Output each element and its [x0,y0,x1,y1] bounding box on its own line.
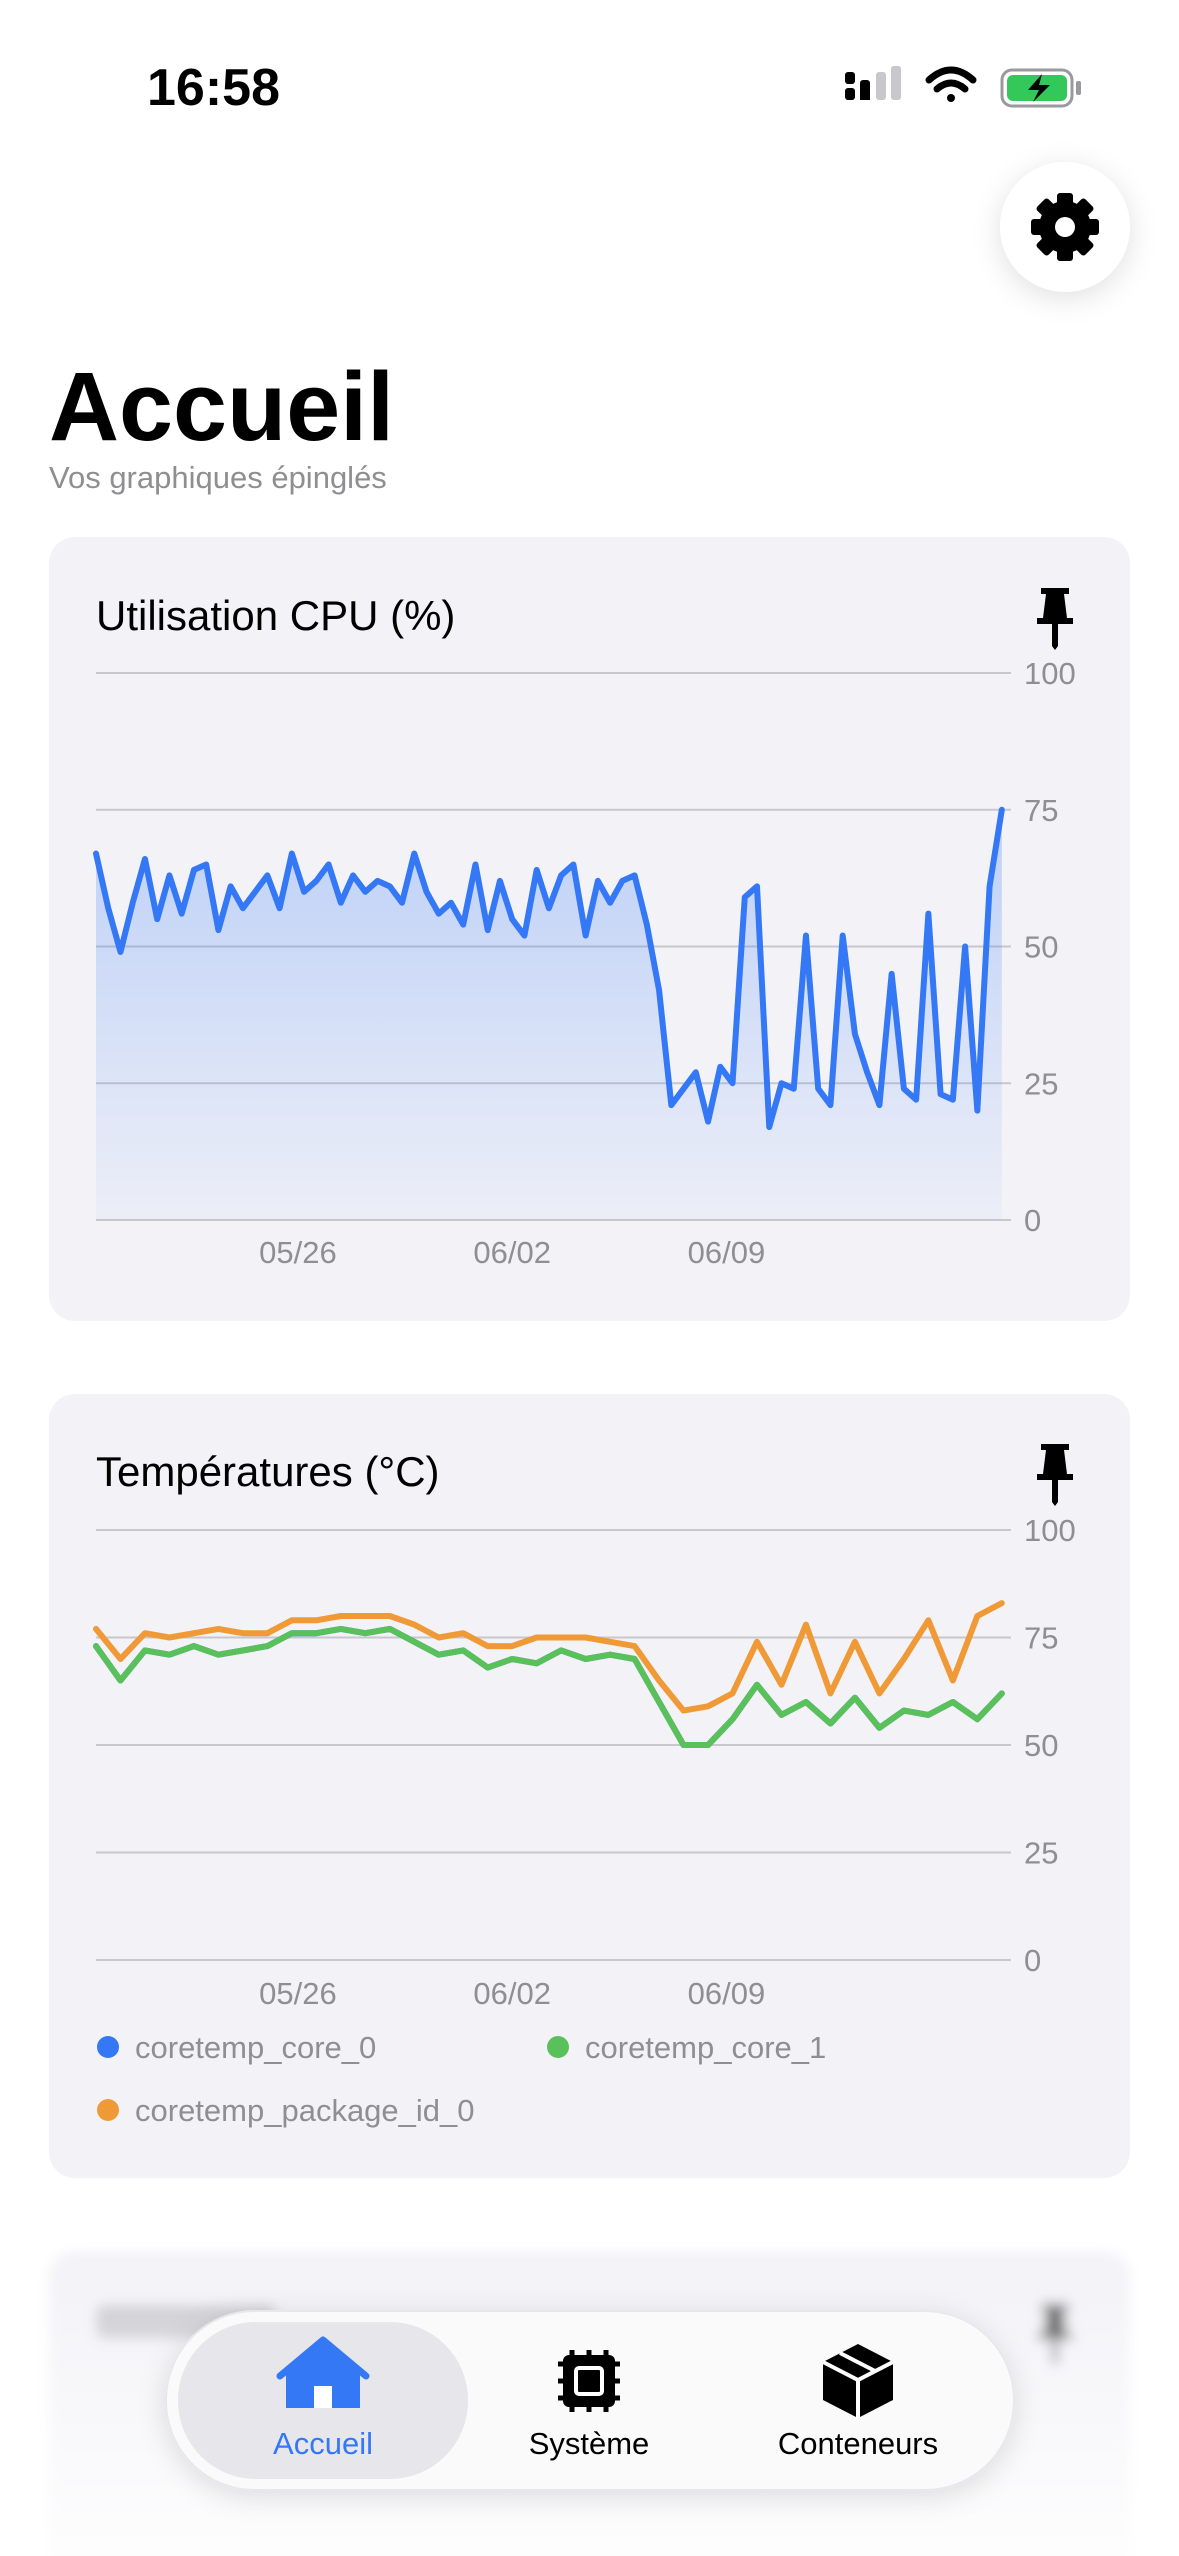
chart-card [49,1394,1130,2178]
pin-button[interactable] [1037,588,1073,650]
legend-swatch [97,2099,119,2121]
legend-swatch [97,2036,119,2058]
signal-icon [845,66,901,100]
y-tick-label: 25 [1024,1836,1058,1871]
y-tick-label: 50 [1024,1728,1058,1763]
x-tick-label: 06/09 [688,1976,766,2011]
y-tick-label: 75 [1024,793,1058,828]
x-tick-label: 05/26 [259,1976,337,2011]
legend-label: coretemp_core_0 [135,2030,376,2065]
y-tick-label: 0 [1024,1943,1041,1978]
x-tick-label: 05/26 [259,1235,337,1270]
line [93,1600,1005,1714]
x-tick-label: 06/02 [473,1235,551,1270]
chart-title: Utilisation CPU (%) [96,592,455,639]
tab-system[interactable]: Système [529,2350,650,2461]
pin-button[interactable] [1037,1444,1073,1506]
y-tick-label: 50 [1024,930,1058,965]
legend-label: coretemp_package_id_0 [135,2093,475,2128]
tab-label: Système [529,2426,650,2461]
legend-swatch [547,2036,569,2058]
y-tick-label: 100 [1024,656,1076,691]
line [93,1625,1005,1748]
y-tick-label: 25 [1024,1066,1058,1101]
tab-label: Accueil [273,2426,373,2461]
settings-button[interactable] [1000,162,1130,292]
line [93,806,1005,1131]
wifi-icon [925,66,977,102]
y-tick-label: 0 [1024,1203,1041,1238]
tab-containers[interactable]: Conteneurs [778,2344,938,2461]
y-tick-label: 100 [1024,1513,1076,1548]
page-subtitle: Vos graphiques épinglés [49,460,387,495]
battery-icon [1000,68,1081,108]
x-tick-label: 06/02 [473,1976,551,2011]
tab-home[interactable]: Accueil [273,2336,373,2461]
status-time: 16:58 [147,59,280,117]
chart-title: Températures (°C) [96,1448,440,1495]
x-tick-label: 06/09 [688,1235,766,1270]
legend-label: coretemp_core_1 [585,2030,826,2065]
plot: 0 25 50 75 100 05/26 06/02 06/09 coretemp_core_0… [93,1513,1076,2128]
tab-label: Conteneurs [778,2426,938,2461]
page-title: Accueil [49,352,394,461]
plot: 0 25 50 75 100 05/26 06/02 06/09 [93,656,1076,1270]
area [96,809,1002,1220]
y-tick-label: 75 [1024,1621,1058,1656]
